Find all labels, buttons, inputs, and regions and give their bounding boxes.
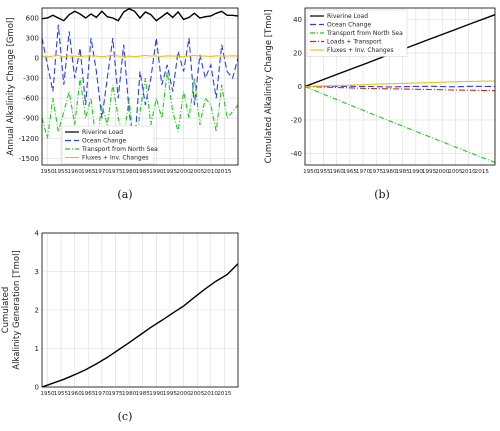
series-line-1 [42,24,238,146]
y-tick-label: 300 [26,35,39,43]
legend-label: Riverine Load [327,13,368,20]
x-tick-label: 1965 [343,169,358,175]
series-line-4 [305,80,495,88]
y-tick-label: 600 [26,15,39,23]
legend-label: Ocean Change [327,22,371,29]
legend-label: Loads + Transport [327,39,382,46]
x-tick-label: 1975 [108,391,123,397]
x-tick-label: 1975 [108,169,123,175]
x-tick-label: 2005 [190,169,205,175]
y-tick-label: 4 [35,230,40,238]
series-line-1 [305,85,495,88]
x-tick-label: 1955 [54,169,69,175]
y-axis-label: Cumulated Alkalinity Change [Tmol] [264,10,274,164]
x-tick-label: 2015 [217,169,232,175]
x-tick-label: 1975 [369,169,384,175]
x-tick-label: 1985 [396,169,411,175]
plot-area [42,8,238,159]
x-tick-label: 1950 [40,169,55,175]
x-tick-label: 1970 [95,391,110,397]
x-tick-label: 2015 [475,169,490,175]
series-line-2 [42,71,238,159]
x-tick-label: 1980 [122,391,137,397]
x-tick-label: 1990 [149,391,164,397]
legend-label: Fluxes + Inv. Changes [82,155,149,162]
y-tick-label: 0 [35,55,39,63]
chart-b: 1950 1955 1960 1965 1970 1975 1980 1985 1990 1995… [255,0,500,182]
x-tick-label: 1950 [40,391,55,397]
x-tick-label: 1965 [81,169,96,175]
y-tick-label: 40 [293,16,302,24]
y-tick-label: 1 [35,345,39,353]
x-tick-label: 2000 [176,169,191,175]
x-tick-label: 1990 [149,169,164,175]
y-tick-label: -300 [23,75,39,83]
x-tick-label: 2000 [435,169,450,175]
series-line-3 [305,85,495,92]
x-tick-label: 1960 [330,169,345,175]
y-tick-label: 2 [35,307,39,315]
caption-c: (c) [117,410,133,423]
chart-a: 1950 1955 1960 1965 1970 1975 1980 1985 1990 1995… [0,0,245,182]
legend-label: Fluxes + Inv. Changes [327,47,394,54]
series-line-3 [42,54,238,58]
x-tick-label: 1985 [136,169,151,175]
y-tick-label: -1500 [19,155,39,163]
axes-frame [41,7,239,166]
x-tick-label: 1990 [409,169,424,175]
x-tick-label: 1955 [54,391,69,397]
x-tick-label: 2010 [204,169,219,175]
y-tick-label: -40 [291,150,302,158]
legend-label: Riverine Load [82,129,123,136]
legend-label: Transport from North Sea [81,146,158,153]
x-tick-label: 1970 [95,169,110,175]
caption-a: (a) [117,188,133,201]
y-tick-label: -600 [23,95,39,103]
x-tick-label: 1980 [382,169,397,175]
x-tick-label: 1970 [356,169,371,175]
y-axis-label: Alkalinity Generation [Tmol] [12,250,22,369]
y-axis-label: Cumulated [1,287,11,334]
y-axis-label: Annual Alkalinity Change [Gmol] [6,17,16,155]
x-tick-label: 2005 [190,391,205,397]
y-tick-label: 20 [293,50,302,58]
y-tick-label: 3 [35,268,39,276]
plot-area [42,263,238,387]
x-tick-label: 1995 [422,169,437,175]
x-tick-label: 1995 [163,391,178,397]
chart-a-svg: 1950 1955 1960 1965 1970 1975 1980 1985 1990 1995… [6,7,239,175]
chart-c: 1950 1955 1960 1965 1970 1975 1980 1985 1990 1995… [0,225,245,397]
axes-frame [41,232,239,388]
legend-label: Ocean Change [82,138,126,145]
y-tick-label: -20 [291,116,302,124]
x-tick-label: 1960 [68,391,83,397]
y-tick-label: 0 [298,83,302,91]
series-line-0 [42,263,238,387]
x-tick-label: 1965 [81,391,96,397]
y-tick-label: -900 [23,115,39,123]
x-tick-label: 1980 [122,169,137,175]
series-line-0 [42,8,238,22]
legend-label: Transport from North Sea [326,30,403,37]
x-tick-label: 1985 [136,391,151,397]
y-tick-label: 0 [35,384,39,392]
caption-b: (b) [374,188,390,201]
x-tick-label: 2005 [448,169,463,175]
x-tick-label: 1950 [303,169,318,175]
x-tick-label: 2010 [204,391,219,397]
axes-frame [304,7,496,166]
x-tick-label: 2000 [176,391,191,397]
x-tick-label: 2015 [217,391,232,397]
x-tick-label: 1995 [163,169,178,175]
x-tick-label: 2010 [461,169,476,175]
series-line-2 [305,85,495,164]
chart-c-svg: 1950 1955 1960 1965 1970 1975 1980 1985 1990 1995… [1,230,239,397]
chart-b-svg: 1950195519601965197019751980198519901995… [264,7,496,175]
x-tick-label: 1955 [316,169,331,175]
y-tick-label: -1200 [19,135,39,143]
x-tick-label: 1960 [68,169,83,175]
